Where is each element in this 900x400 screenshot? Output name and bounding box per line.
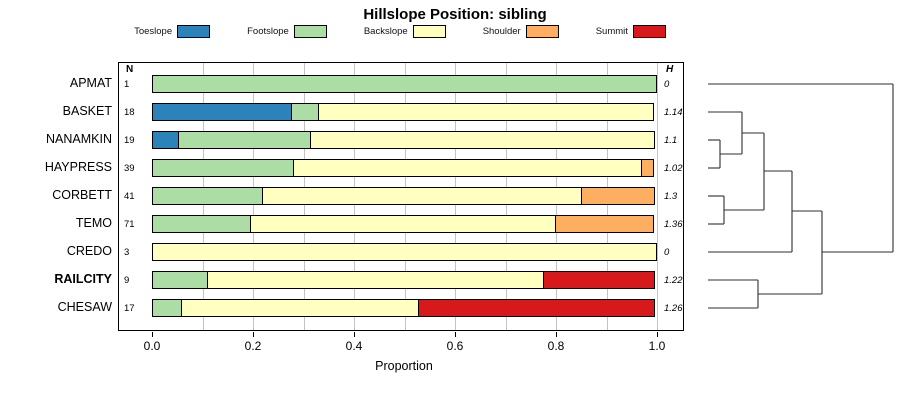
chart-title: Hillslope Position: sibling [363,6,547,23]
h-value-haypress: 1.02 [664,163,683,174]
bar-segment-summit [418,299,655,317]
bar-segment-summit [543,271,655,289]
legend-item-backslope: Backslope [364,25,446,38]
h-value-apmat: 0 [664,79,670,90]
bar-segment-backslope [293,159,642,177]
x-tick-label: 0.2 [244,339,262,353]
h-value-corbett: 1.3 [664,191,678,202]
legend-label: Shoulder [482,26,521,37]
row-label-credo: CREDO [66,244,112,258]
row-label-haypress: HAYPRESS [44,160,112,174]
x-tick-label: 0.4 [345,339,363,353]
legend-label: Footslope [247,26,289,37]
row-label-apmat: APMAT [69,76,112,90]
legend-swatch-backslope [412,25,446,38]
bar-segment-footslope [152,75,657,93]
n-value-temo: 71 [124,219,135,230]
n-value-railcity: 9 [124,275,130,286]
x-tick-mark [556,332,557,337]
bar-segment-backslope [207,271,544,289]
x-tick-mark [657,332,658,337]
n-value-haypress: 39 [124,163,135,174]
n-value-nanamkin: 19 [124,135,135,146]
bar-temo [152,215,654,233]
x-tick-label: 0.8 [547,339,565,353]
h-value-credo: 0 [664,247,670,258]
row-label-nanamkin: NANAMKIN [46,132,112,146]
legend-swatch-summit [632,25,666,38]
h-value-basket: 1.14 [664,107,683,118]
legend-item-shoulder: Shoulder [483,25,559,38]
row-label-corbett: CORBETT [52,188,112,202]
bar-credo [152,243,657,261]
h-value-railcity: 1.22 [664,275,683,286]
bar-segment-footslope [152,215,251,233]
bar-segment-backslope [152,243,657,261]
legend-label: Summit [595,26,628,37]
h-column-header: H [666,64,674,75]
bar-railcity [152,271,655,289]
x-tick-mark [455,332,456,337]
bar-segment-footslope [152,159,294,177]
bar-segment-toeslope [152,103,292,121]
legend-item-toeslope: Toeslope [134,25,211,38]
h-value-chesaw: 1.26 [664,303,683,314]
legend-swatch-footslope [293,25,327,38]
bar-segment-footslope [152,299,182,317]
bar-basket [152,103,654,121]
row-label-chesaw: CHESAW [57,300,112,314]
x-axis-title: Proportion [375,359,433,373]
row-label-temo: TEMO [75,216,112,230]
bar-segment-backslope [262,187,582,205]
x-tick-mark [253,332,254,337]
bar-segment-shoulder [555,215,654,233]
x-tick-label: 0.0 [143,339,161,353]
bar-segment-backslope [181,299,419,317]
bar-segment-footslope [178,131,311,149]
bar-segment-footslope [152,271,208,289]
bar-nanamkin [152,131,655,149]
legend-swatch-toeslope [177,25,211,38]
bar-segment-backslope [250,215,556,233]
legend-swatch-shoulder [525,25,559,38]
legend-item-summit: Summit [596,25,666,38]
n-value-basket: 18 [124,107,135,118]
bar-segment-toeslope [152,131,179,149]
bar-segment-footslope [291,103,319,121]
x-tick-label: 1.0 [648,339,666,353]
bar-haypress [152,159,654,177]
legend-label: Toeslope [134,26,173,37]
x-tick-mark [354,332,355,337]
x-tick-mark [152,332,153,337]
h-value-temo: 1.36 [664,219,683,230]
bar-segment-shoulder [641,159,654,177]
n-value-chesaw: 17 [124,303,135,314]
bar-segment-footslope [152,187,263,205]
legend: Toeslope Footslope Backslope Shoulder Summit [95,25,705,38]
h-value-nanamkin: 1.1 [664,135,678,146]
n-column-header: N [126,64,134,75]
bar-segment-shoulder [581,187,655,205]
legend-label: Backslope [363,26,408,37]
bar-corbett [152,187,655,205]
legend-item-footslope: Footslope [247,25,327,38]
bar-segment-backslope [310,131,655,149]
row-label-railcity: RAILCITY [54,272,112,286]
gridline [657,63,658,330]
x-tick-label: 0.6 [446,339,464,353]
bar-segment-backslope [318,103,654,121]
bar-chesaw [152,299,655,317]
n-value-apmat: 1 [124,79,130,90]
bar-apmat [152,75,657,93]
n-value-credo: 3 [124,247,130,258]
row-label-basket: BASKET [62,104,112,118]
n-value-corbett: 41 [124,191,135,202]
